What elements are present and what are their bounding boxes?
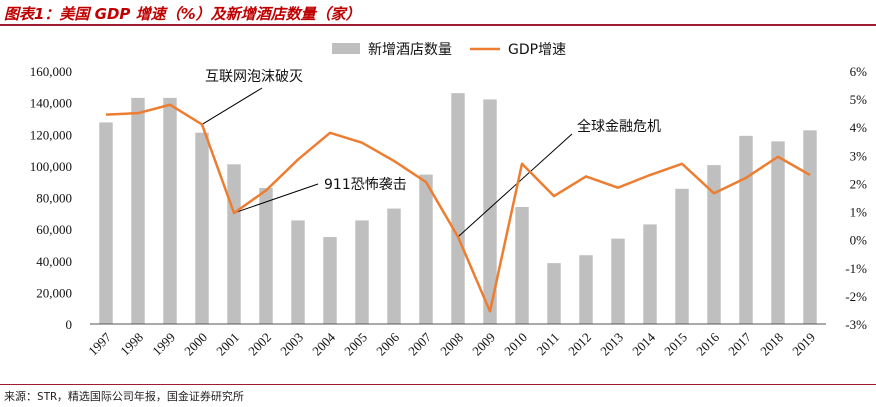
- bar-2003: [291, 220, 305, 324]
- x-tick-label: 2002: [245, 330, 274, 359]
- x-tick-label: 2008: [437, 330, 466, 359]
- x-tick-label: 2007: [405, 329, 434, 358]
- right-tick-label: 1%: [850, 205, 868, 220]
- left-tick-label: 0: [66, 317, 73, 332]
- bar-2012: [579, 255, 593, 324]
- bar-2017: [739, 135, 753, 324]
- bar-1998: [131, 97, 145, 324]
- right-tick-label: 0%: [850, 233, 868, 248]
- bar-2011: [547, 263, 561, 324]
- bar-2010: [515, 206, 529, 324]
- x-tick-label: 2003: [277, 330, 306, 359]
- x-axis-ticks: 1997 1998 1999 2000 2001 2002 2003 2004 2005 2006…: [85, 329, 818, 358]
- right-tick-label: 5%: [850, 92, 868, 107]
- annotation-leader: [233, 183, 319, 214]
- x-tick-label: 2019: [789, 330, 818, 359]
- x-tick-label: 1999: [149, 330, 178, 359]
- right-tick-label: -1%: [845, 261, 867, 276]
- bar-2014: [643, 224, 657, 324]
- title-bar: 图表1：美国 GDP 增速（%）及新增酒店数量（家）: [0, 0, 876, 26]
- annotations: 互联网泡沫破灭 911恐怖袭击 全球金融危机: [201, 69, 661, 238]
- right-tick-label: 3%: [850, 148, 868, 163]
- annotation-label: 互联网泡沫破灭: [205, 69, 303, 85]
- left-tick-label: 40,000: [36, 254, 72, 269]
- x-tick-label: 2013: [597, 330, 626, 359]
- chart: 互联网泡沫破灭 911恐怖袭击 全球金融危机 0 20,000 40,000 60,000…: [30, 42, 867, 359]
- bar-2008: [451, 93, 465, 324]
- x-tick-label: 2017: [725, 329, 754, 358]
- annotation-leader: [201, 87, 263, 125]
- bar-2018: [771, 141, 785, 324]
- bar-1999: [163, 97, 177, 324]
- x-tick-label: 2016: [693, 329, 722, 358]
- right-tick-label: 4%: [850, 120, 868, 135]
- bar-2001: [227, 164, 241, 324]
- x-tick-label: 1998: [117, 330, 146, 359]
- x-tick-label: 2014: [629, 329, 658, 358]
- bar-1997: [99, 122, 113, 324]
- x-tick-label: 2009: [469, 330, 498, 359]
- source-footer: 来源：STR，精选国际公司年报，国金证券研究所: [0, 384, 876, 407]
- x-tick-label: 1997: [85, 329, 114, 358]
- x-tick-label: 2012: [565, 330, 594, 359]
- bar-2016: [707, 165, 721, 324]
- left-tick-label: 140,000: [30, 96, 72, 111]
- left-tick-label: 60,000: [36, 222, 72, 237]
- left-tick-label: 100,000: [30, 159, 72, 174]
- x-tick-label: 2005: [341, 330, 370, 359]
- annotation-leader: [457, 133, 573, 238]
- source-note: 来源：STR，精选国际公司年报，国金证券研究所: [4, 390, 244, 403]
- legend-bar-label: 新增酒店数量: [368, 42, 452, 58]
- right-tick-label: -3%: [845, 317, 867, 332]
- bar-2005: [355, 220, 369, 324]
- bar-2007: [419, 174, 433, 324]
- x-tick-label: 2010: [501, 330, 530, 359]
- right-axis-ticks: -3% -2% -1% 0% 1% 2% 3% 4% 5% 6%: [845, 64, 867, 332]
- bar-2000: [195, 132, 209, 324]
- x-tick-label: 2011: [533, 330, 562, 359]
- right-tick-label: -2%: [845, 289, 867, 304]
- left-axis-ticks: 0 20,000 40,000 60,000 80,000 100,000 120,000 1…: [30, 64, 72, 332]
- x-tick-label: 2018: [757, 330, 786, 359]
- legend: 新增酒店数量 GDP增速: [332, 42, 566, 58]
- left-tick-label: 160,000: [30, 64, 72, 79]
- bar-2002: [259, 188, 273, 324]
- annotation-label: 全球金融危机: [577, 118, 661, 135]
- bar-2013: [611, 238, 625, 324]
- x-tick-label: 2006: [373, 329, 402, 358]
- legend-bar-swatch: [332, 43, 360, 54]
- bar-2004: [323, 237, 337, 324]
- bar-2009: [483, 99, 497, 325]
- bar-2015: [675, 188, 689, 324]
- annotation-label: 911恐怖袭击: [324, 176, 407, 193]
- x-tick-label: 2000: [181, 330, 210, 359]
- bar-2019: [803, 130, 817, 324]
- left-tick-label: 80,000: [36, 191, 72, 206]
- legend-line-label: GDP增速: [508, 42, 566, 58]
- x-tick-label: 2001: [213, 330, 242, 359]
- bar-series: [99, 93, 817, 325]
- x-tick-label: 2004: [309, 329, 338, 358]
- right-tick-label: 2%: [850, 176, 868, 191]
- left-tick-label: 120,000: [30, 127, 72, 142]
- right-tick-label: 6%: [850, 64, 868, 79]
- x-tick-label: 2015: [661, 330, 690, 359]
- bar-2006: [387, 208, 401, 324]
- chart-title: 图表1：美国 GDP 增速（%）及新增酒店数量（家）: [4, 5, 361, 23]
- gdp-growth-line: [105, 103, 811, 313]
- left-tick-label: 20,000: [36, 285, 72, 300]
